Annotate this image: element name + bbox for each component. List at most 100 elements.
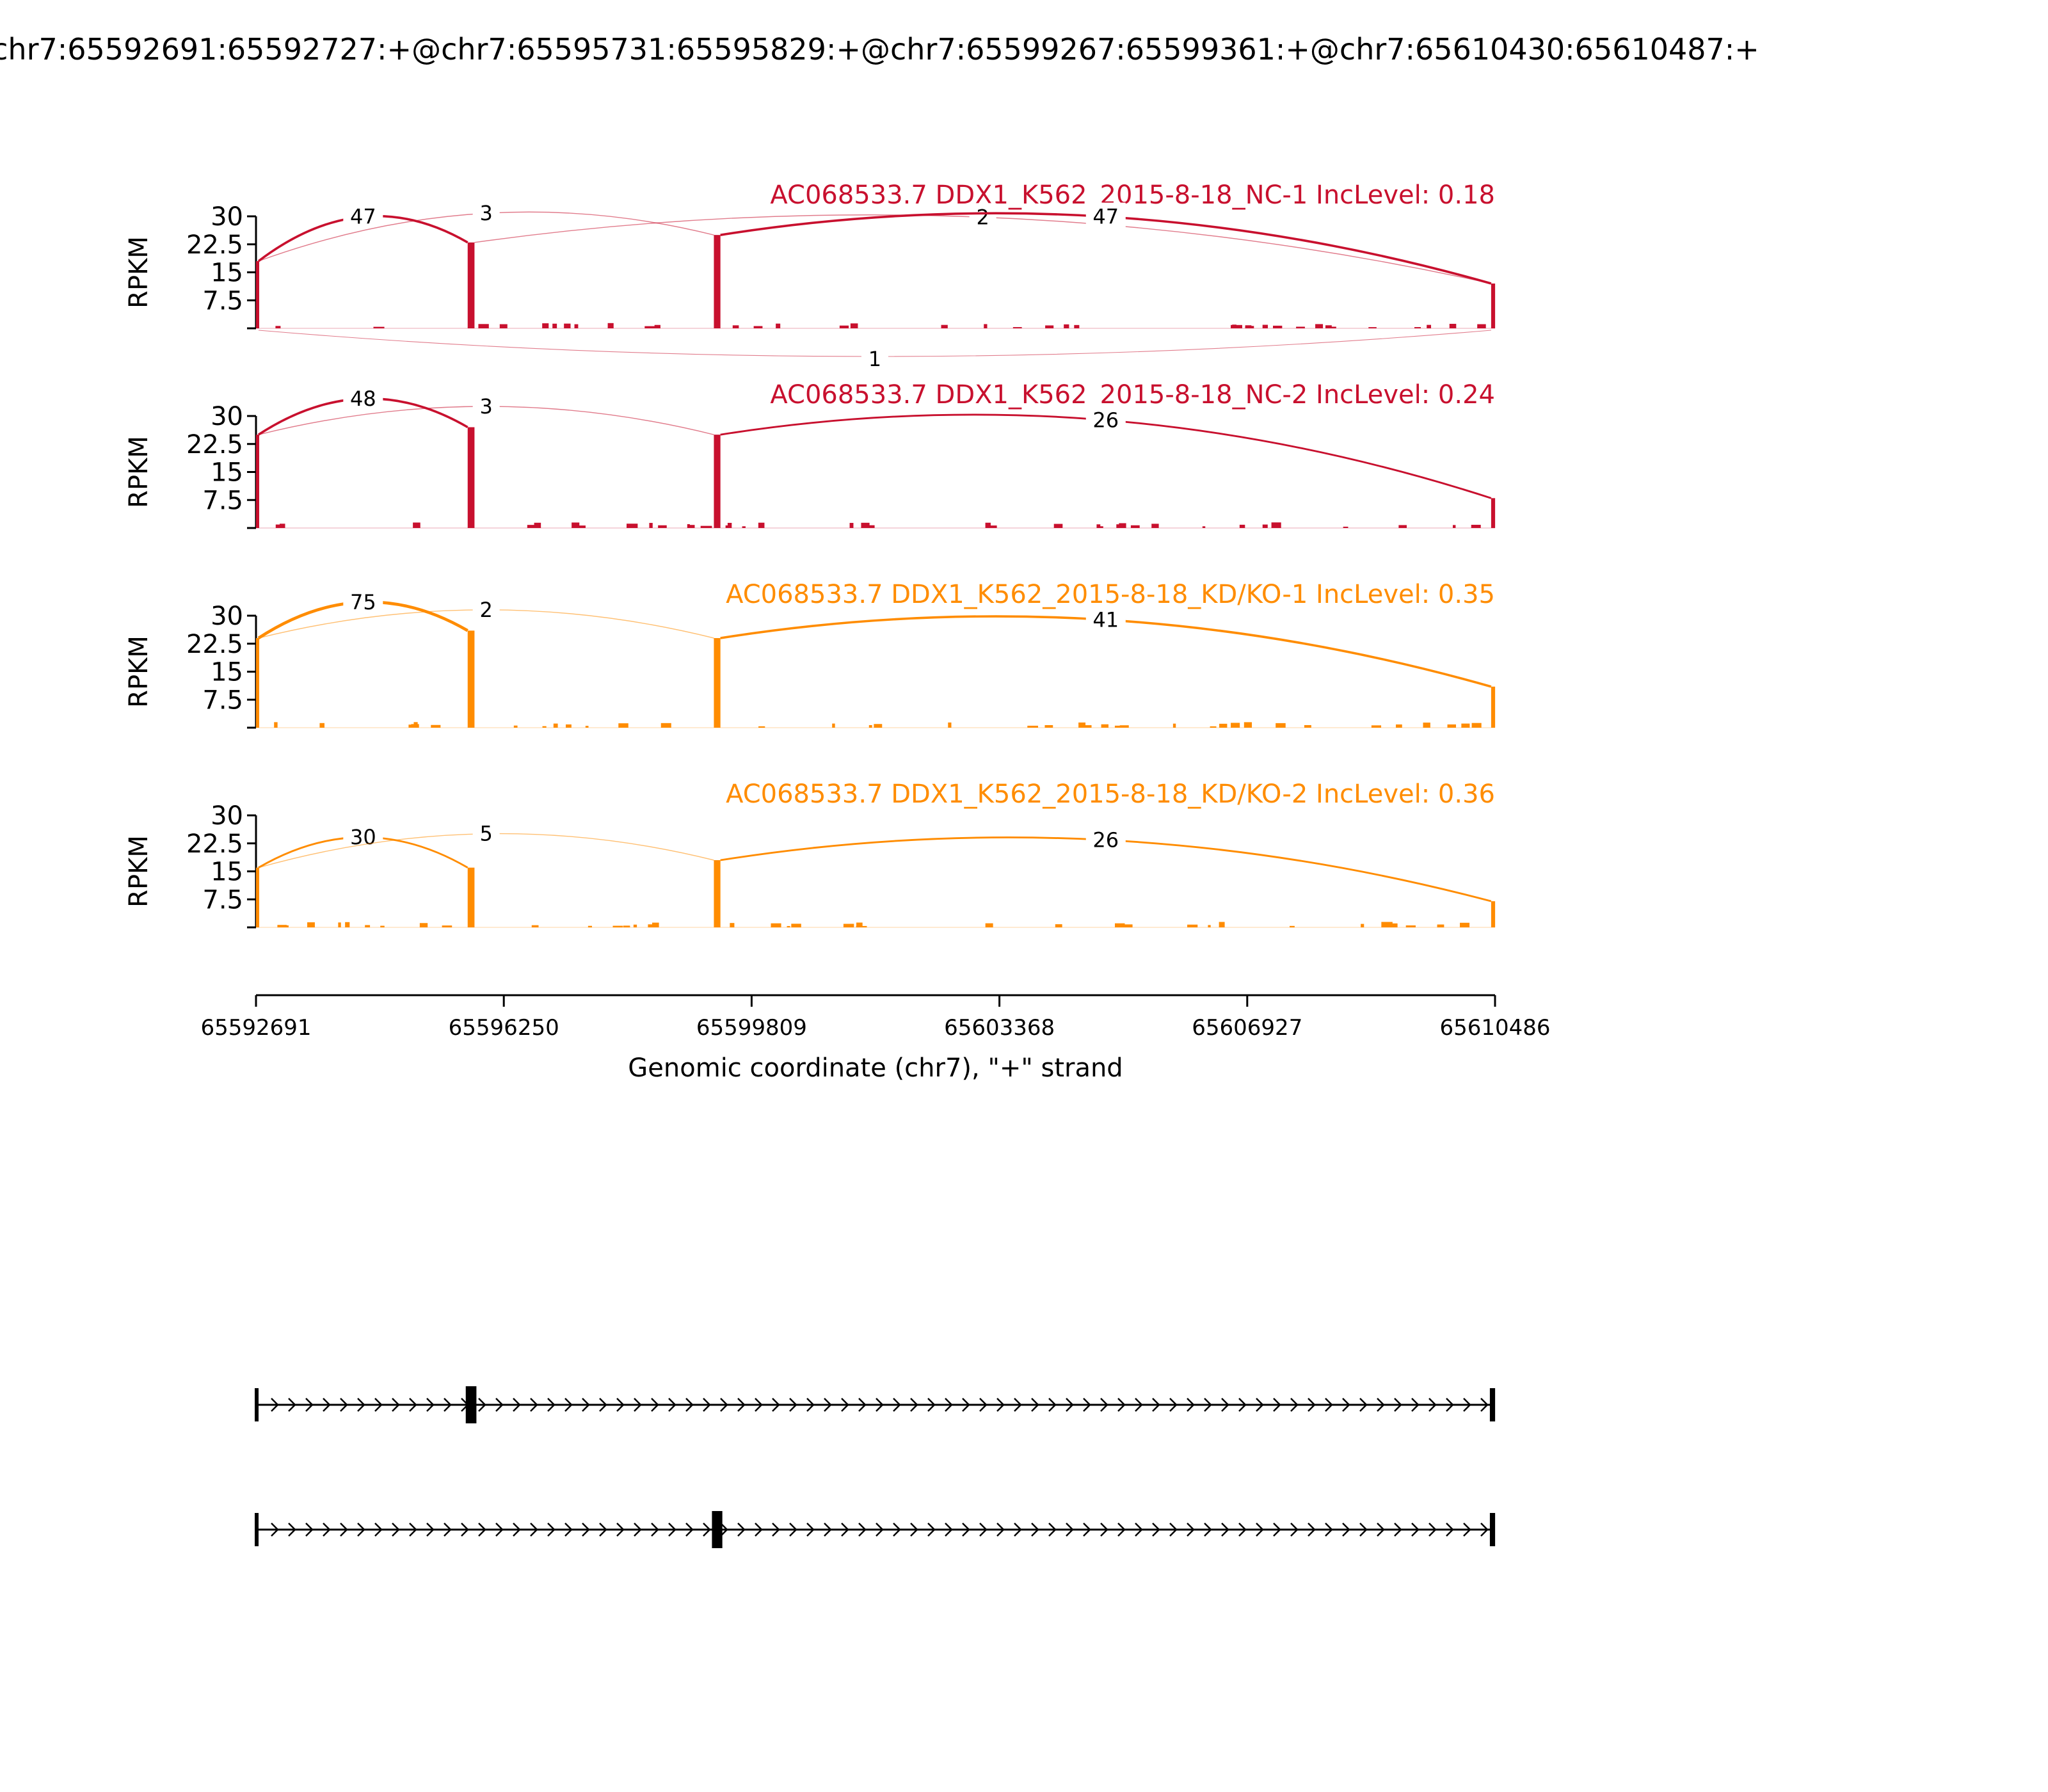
junction-count-bg	[472, 392, 500, 418]
intron-coverage-blip	[850, 924, 854, 927]
intron-coverage-blip	[1398, 525, 1407, 528]
strand-chevron	[703, 1523, 711, 1537]
strand-chevron	[962, 1398, 970, 1412]
strand-chevron	[271, 1523, 279, 1537]
strand-chevron	[1411, 1398, 1420, 1412]
intron-coverage-blip	[513, 725, 518, 728]
y-tick-label: 7.5	[202, 486, 243, 515]
strand-chevron	[634, 1523, 642, 1537]
junction-count-bg	[969, 203, 996, 229]
intron-coverage-blip	[627, 524, 638, 528]
strand-chevron	[1066, 1398, 1074, 1412]
intron-coverage-blip	[644, 326, 655, 328]
intron-coverage-blip	[648, 924, 654, 927]
exon-coverage-bar	[1491, 901, 1496, 927]
exon-coverage-bar	[467, 630, 475, 728]
strand-chevron	[927, 1523, 936, 1537]
strand-chevron	[1256, 1523, 1264, 1537]
intron-coverage-blip	[1315, 324, 1324, 328]
intron-coverage-blip	[1116, 524, 1125, 528]
y-tick-label: 30	[211, 202, 243, 232]
exon-coverage-bar	[714, 860, 721, 927]
intron-coverage-blip	[1461, 723, 1470, 728]
intron-coverage-blip	[1371, 725, 1382, 728]
intron-coverage-blip	[1055, 924, 1062, 927]
y-tick-label: 22.5	[186, 829, 243, 859]
strand-chevron	[530, 1523, 538, 1537]
strand-chevron	[426, 1523, 435, 1537]
exon-coverage-bar	[256, 638, 259, 728]
y-tick-label: 30	[211, 402, 243, 431]
exon-coverage-bar	[714, 235, 721, 328]
strand-chevron	[876, 1523, 884, 1537]
strand-chevron	[789, 1398, 797, 1412]
junction-count-label: 48	[350, 387, 376, 411]
intron-coverage-blip	[1119, 725, 1129, 728]
y-axis-label: RPKM	[124, 636, 154, 708]
strand-chevron	[374, 1398, 383, 1412]
y-tick-label: 15	[211, 858, 243, 887]
junction-count-label: 2	[976, 205, 989, 229]
strand-chevron	[1083, 1523, 1091, 1537]
strand-chevron	[1135, 1523, 1143, 1537]
strand-chevron	[1031, 1398, 1039, 1412]
strand-chevron	[1359, 1523, 1368, 1537]
intron-coverage-blip	[1471, 723, 1482, 728]
junction-count-bg	[861, 345, 888, 371]
strand-chevron	[357, 1523, 365, 1537]
junction-count-bg	[1085, 202, 1126, 228]
strand-chevron	[1446, 1523, 1454, 1537]
track-label: AC068533.7 DDX1_K562_2015-8-18_KD/KO-1 I…	[726, 580, 1495, 609]
junction-count-label: 30	[350, 825, 376, 849]
strand-chevron	[1446, 1398, 1454, 1412]
x-axis: 65592691 65596250 65599809 65603368 65606927…	[200, 994, 1551, 1041]
intron-coverage-blip	[1368, 327, 1377, 328]
strand-chevron	[444, 1398, 452, 1412]
strand-chevron	[564, 1523, 573, 1537]
intron-coverage-blip	[742, 526, 746, 528]
intron-coverage-blip	[1219, 922, 1225, 927]
junction-count-bg	[1085, 605, 1126, 632]
strand-chevron	[461, 1523, 469, 1537]
strand-chevron	[720, 1523, 728, 1537]
strand-chevron	[426, 1398, 435, 1412]
strand-chevron	[513, 1398, 521, 1412]
intron-coverage-blip	[277, 925, 287, 927]
isoform-exon-block	[1489, 1388, 1496, 1421]
junction-count-bg	[343, 384, 383, 410]
intron-coverage-blip	[1231, 324, 1242, 328]
strand-chevron	[824, 1523, 832, 1537]
strand-chevron	[685, 1523, 694, 1537]
strand-chevron	[1273, 1523, 1281, 1537]
intron-coverage-blip	[856, 922, 863, 927]
x-tick-label: 65606927	[1192, 1015, 1302, 1041]
intron-coverage-blip	[776, 323, 781, 328]
intron-coverage-blip	[531, 925, 539, 927]
strand-chevron	[1187, 1398, 1195, 1412]
strand-chevron	[1238, 1398, 1247, 1412]
isoform-exon-block	[465, 1386, 477, 1423]
x-axis-label: Genomic coordinate (chr7), "+" strand	[628, 1053, 1123, 1083]
strand-chevron	[806, 1523, 815, 1537]
y-tick-label: 22.5	[186, 430, 243, 460]
intron-coverage-blip	[1012, 327, 1022, 328]
intron-coverage-blip	[419, 923, 428, 927]
strand-chevron	[1256, 1398, 1264, 1412]
exon-coverage-bar	[467, 242, 475, 328]
intron-coverage-blip	[649, 523, 653, 528]
intron-coverage-blip	[985, 923, 993, 927]
intron-coverage-blip	[1423, 723, 1430, 728]
strand-chevron	[599, 1398, 607, 1412]
strand-chevron	[564, 1398, 573, 1412]
strand-chevron	[996, 1398, 1005, 1412]
intron-coverage-blip	[1396, 724, 1402, 728]
intron-coverage-blip	[868, 724, 872, 728]
intron-coverage-blip	[633, 924, 637, 927]
intron-coverage-blip	[1381, 922, 1393, 927]
strand-chevron	[1342, 1398, 1350, 1412]
intron-coverage-blip	[607, 323, 614, 328]
strand-chevron	[323, 1398, 331, 1412]
strand-chevron	[1169, 1398, 1178, 1412]
